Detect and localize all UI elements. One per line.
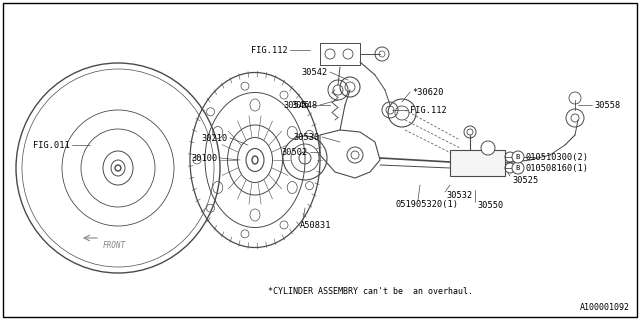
- Text: A100001092: A100001092: [580, 303, 630, 313]
- Text: 30100: 30100: [192, 154, 218, 163]
- Text: FRONT: FRONT: [103, 241, 126, 250]
- Text: 30546: 30546: [284, 100, 310, 109]
- Text: 051905320(1): 051905320(1): [395, 201, 458, 210]
- Text: 30548: 30548: [292, 100, 318, 109]
- Text: 30502: 30502: [282, 148, 308, 156]
- Text: *30620: *30620: [412, 87, 444, 97]
- Text: FIG.011: FIG.011: [33, 140, 70, 149]
- Text: *CYLINDER ASSEMBRY can't be  an overhaul.: *CYLINDER ASSEMBRY can't be an overhaul.: [268, 287, 472, 297]
- Circle shape: [481, 141, 495, 155]
- Text: FIG.112: FIG.112: [410, 106, 447, 115]
- Text: 30558: 30558: [594, 100, 620, 109]
- Text: 30530: 30530: [294, 132, 320, 141]
- Text: A50831: A50831: [300, 220, 332, 229]
- Text: 010508160(1): 010508160(1): [526, 164, 589, 172]
- Text: B: B: [516, 154, 520, 160]
- Text: FIG.112: FIG.112: [252, 45, 288, 54]
- Text: 010510300(2): 010510300(2): [526, 153, 589, 162]
- Text: 30210: 30210: [202, 133, 228, 142]
- Bar: [320, 43, 360, 65]
- Text: 30542: 30542: [301, 68, 328, 76]
- Circle shape: [512, 162, 524, 174]
- Text: B: B: [516, 165, 520, 171]
- Text: 30532: 30532: [446, 190, 472, 199]
- Text: 30550: 30550: [477, 201, 503, 210]
- Bar: [450, 150, 505, 176]
- Text: 30525: 30525: [512, 175, 538, 185]
- Circle shape: [512, 151, 524, 163]
